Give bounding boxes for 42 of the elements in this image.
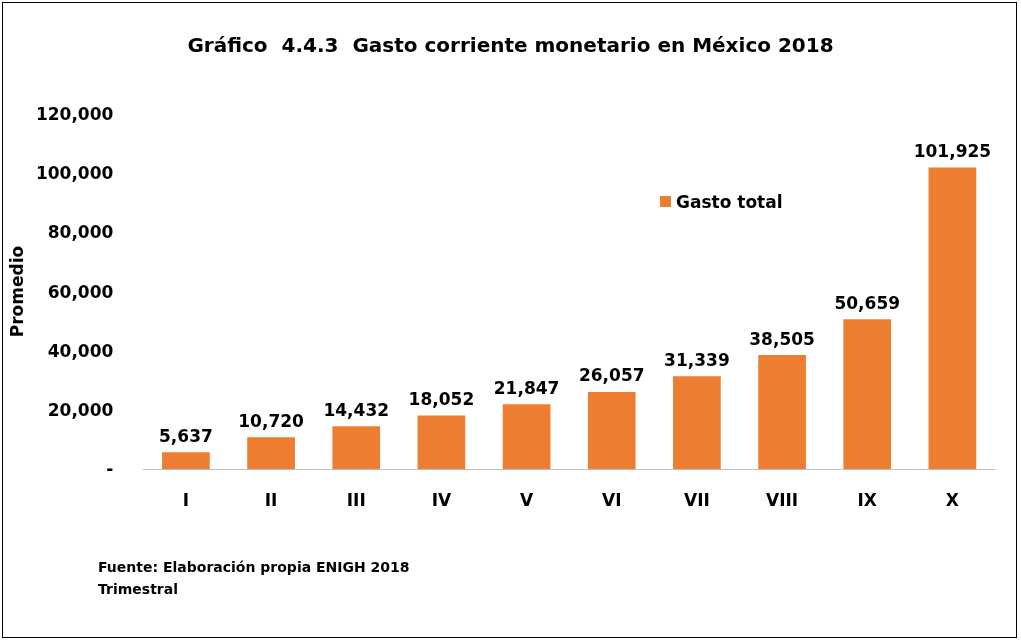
data-label: 50,659 <box>834 292 901 313</box>
bar <box>758 355 806 469</box>
y-tick-label: 20,000 <box>47 399 114 420</box>
data-label: 21,847 <box>493 377 560 398</box>
x-tick-label: III <box>346 489 366 510</box>
x-tick-label: VII <box>684 489 710 510</box>
x-tick-label: VI <box>602 489 622 510</box>
x-tick-label: I <box>182 489 190 510</box>
data-label: 18,052 <box>408 389 475 410</box>
data-label: 101,925 <box>913 140 992 161</box>
bar <box>247 437 295 469</box>
x-tick-label: V <box>520 489 534 510</box>
source-note: Fuente: Elaboración propia ENIGH 2018 <box>98 558 410 577</box>
x-tick-label: IV <box>431 489 452 510</box>
y-tick-label: 60,000 <box>47 281 114 302</box>
bar <box>332 426 381 469</box>
bar <box>673 376 721 469</box>
y-axis-title: Promedio <box>6 245 27 338</box>
x-tick-label: IX <box>857 489 877 510</box>
data-label: 31,339 <box>664 349 730 370</box>
y-tick-label: 80,000 <box>47 222 114 243</box>
data-label: 5,637 <box>159 425 213 446</box>
chart-title: Gráfico 4.4.3 Gasto corriente monetario en México 2018 <box>187 33 834 57</box>
y-tick-label: 100,000 <box>35 163 114 184</box>
bar <box>502 404 551 469</box>
bar <box>843 319 892 469</box>
x-tick-label: II <box>264 489 278 510</box>
y-tick-label: - <box>106 459 114 479</box>
data-label: 14,432 <box>323 399 390 420</box>
x-tick-label: VIII <box>766 489 799 510</box>
y-tick-label: 40,000 <box>47 340 114 361</box>
x-tick-label: X <box>945 489 959 510</box>
legend-label: Gasto total <box>676 191 783 212</box>
data-label: 10,720 <box>238 410 305 431</box>
data-label: 26,057 <box>578 365 645 386</box>
y-tick-label: 120,000 <box>35 104 114 124</box>
bar <box>587 391 636 469</box>
data-label: 38,505 <box>749 328 815 349</box>
text: Trimestral <box>98 580 179 599</box>
bar <box>928 167 977 469</box>
bar <box>162 452 210 469</box>
bar <box>417 415 466 469</box>
